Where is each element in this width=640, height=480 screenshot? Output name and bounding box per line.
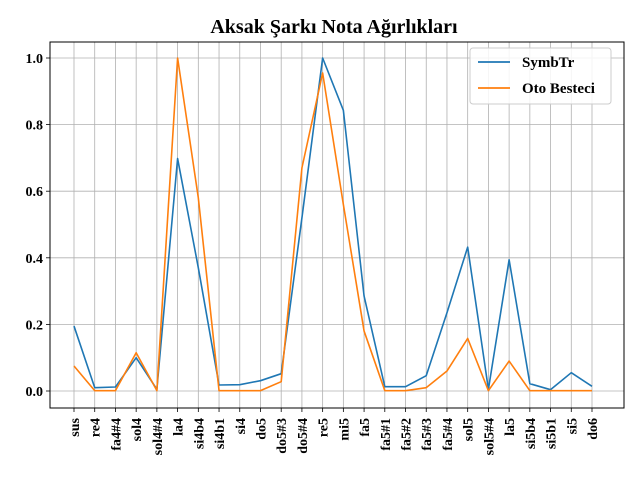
x-tick-label: do5#3 bbox=[275, 418, 290, 454]
x-tick-label: sol5 bbox=[462, 418, 477, 441]
y-tick-label: 1.0 bbox=[26, 52, 44, 67]
series-group bbox=[73, 57, 593, 392]
chart-title: Aksak Şarkı Nota Ağırlıkları bbox=[210, 16, 458, 38]
x-tick-label: sol4#4 bbox=[151, 418, 166, 455]
x-tick-label: do5 bbox=[254, 418, 269, 440]
x-tick-label: do5#4 bbox=[296, 418, 311, 454]
grid bbox=[50, 42, 624, 408]
x-tick-label: si5b4 bbox=[524, 418, 539, 449]
x-tick-label: do6 bbox=[586, 418, 601, 440]
legend-label: Oto Besteci bbox=[522, 81, 595, 97]
y-tick-label: 0.2 bbox=[26, 318, 44, 333]
x-tick-label: fa5#3 bbox=[420, 418, 435, 451]
x-tick-label: sol4 bbox=[130, 418, 145, 441]
x-tick-label: la4 bbox=[172, 418, 187, 436]
y-tick-label: 0.8 bbox=[26, 119, 44, 134]
x-tick-label: fa5#1 bbox=[379, 418, 394, 451]
x-tick-label: fa4#4 bbox=[109, 418, 124, 451]
x-tick-label: fa5 bbox=[358, 418, 373, 437]
x-tick-label: si5b1 bbox=[545, 418, 560, 449]
x-tick-label: si4b4 bbox=[192, 418, 207, 449]
axis-ticks: sus re4 fa4#4 sol4 sol4#4 la4 si4b4 si4b1 si4 do5… bbox=[26, 52, 602, 455]
x-tick-label: si4b1 bbox=[213, 418, 228, 449]
series-line-2 bbox=[73, 57, 592, 392]
x-tick-label: re5 bbox=[317, 418, 332, 437]
plot-area-frame bbox=[49, 41, 625, 409]
x-tick-label: si4 bbox=[234, 418, 249, 434]
x-tick-label: re4 bbox=[89, 418, 104, 437]
x-tick-label: fa5#2 bbox=[400, 418, 415, 451]
x-tick-label: fa5#4 bbox=[441, 418, 456, 451]
x-tick-label: la5 bbox=[503, 418, 518, 436]
series-line-1 bbox=[73, 57, 593, 391]
y-tick-label: 0.6 bbox=[26, 185, 44, 200]
x-tick-label: mi5 bbox=[337, 418, 352, 441]
x-tick-label: sol5#4 bbox=[482, 418, 497, 455]
legend: SymbTr Oto Besteci bbox=[469, 47, 612, 105]
y-tick-label: 0.0 bbox=[26, 385, 44, 400]
x-tick-label: sus bbox=[68, 417, 83, 436]
y-tick-label: 0.4 bbox=[26, 252, 44, 267]
x-tick-label: si5 bbox=[565, 418, 580, 434]
legend-label: SymbTr bbox=[522, 55, 575, 71]
